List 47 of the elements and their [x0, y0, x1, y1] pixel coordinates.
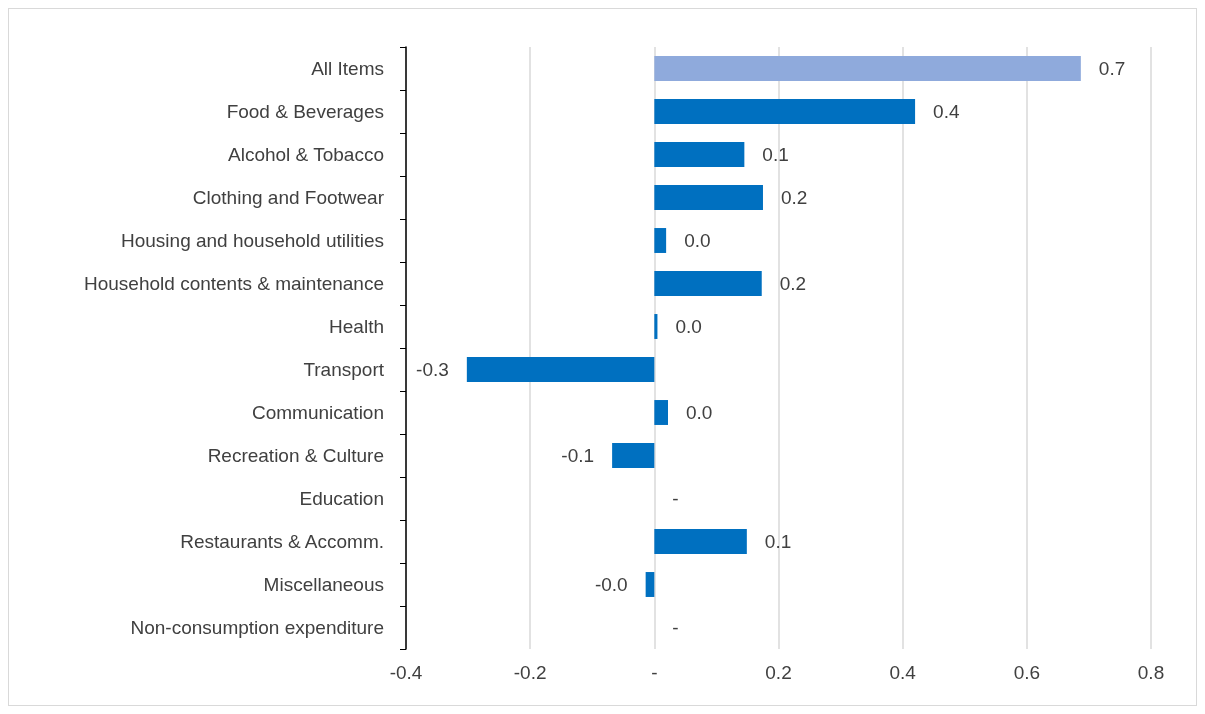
y-tick-label: Food & Beverages [226, 101, 384, 122]
y-tick-label: Communication [252, 402, 384, 423]
data-label: 0.4 [933, 101, 960, 122]
data-label: 0.1 [762, 144, 789, 165]
bar [466, 357, 655, 382]
bar [654, 185, 763, 210]
y-tick-label: All Items [311, 58, 384, 79]
y-tick-label: Restaurants & Accomm. [180, 531, 384, 552]
data-label: 0.7 [1098, 58, 1126, 79]
x-tick-label: -0.4 [389, 662, 423, 683]
bar [654, 56, 1081, 81]
x-tick-label: - [651, 662, 658, 683]
data-label: -0.3 [416, 359, 449, 380]
bar [654, 271, 762, 296]
x-tick-label: -0.2 [513, 662, 547, 683]
y-tick-label: Health [329, 316, 384, 337]
bar [654, 529, 747, 554]
data-label: - [672, 488, 679, 509]
x-tick-label: 0.4 [889, 662, 917, 683]
data-label: - [672, 617, 679, 638]
x-tick-label: 0.2 [765, 662, 792, 683]
data-label: 0.0 [675, 316, 702, 337]
y-tick-label: Recreation & Culture [207, 445, 384, 466]
y-tick-label: Miscellaneous [263, 574, 384, 595]
data-label: -0.1 [561, 445, 595, 466]
data-label: 0.0 [685, 402, 713, 423]
bar [654, 99, 916, 124]
data-label: -0.0 [594, 574, 628, 595]
bar [654, 400, 668, 425]
bar [654, 142, 745, 167]
x-tick-label: 0.6 [1013, 662, 1041, 683]
y-tick-label: Housing and household utilities [120, 230, 384, 251]
y-tick-label: Household contents & maintenance [84, 273, 384, 294]
data-label: 0.0 [684, 230, 711, 251]
y-tick-label: Transport [303, 359, 385, 380]
bar [654, 314, 658, 339]
bar [654, 228, 667, 253]
data-label: 0.1 [764, 531, 792, 552]
y-tick-label: Non-consumption expenditure [130, 617, 384, 638]
bar [612, 443, 655, 468]
y-tick-label: Alcohol & Tobacco [228, 144, 384, 165]
bar [645, 572, 655, 597]
data-label: 0.2 [779, 273, 807, 294]
x-tick-label: 0.8 [1137, 662, 1165, 683]
y-tick-label: Education [299, 488, 384, 509]
data-label: 0.2 [780, 187, 808, 208]
y-tick-label: Clothing and Footwear [192, 187, 385, 208]
